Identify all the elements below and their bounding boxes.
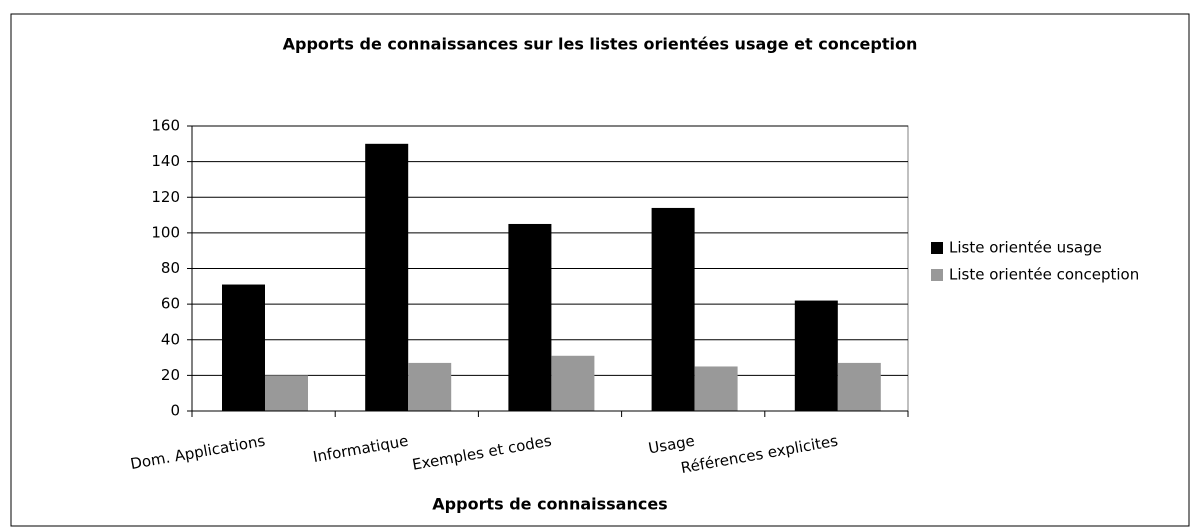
y-tick-label: 120: [151, 188, 180, 206]
legend-swatch: [931, 269, 943, 281]
bar: [651, 207, 695, 411]
y-tick-label: 160: [151, 117, 180, 135]
bar: [551, 355, 595, 411]
bar: [837, 362, 881, 411]
bar: [265, 375, 308, 411]
bar: [365, 143, 409, 411]
bar: [694, 366, 738, 411]
legend-swatch: [931, 242, 943, 254]
bar: [508, 223, 552, 411]
chart-title: Apports de connaissances sur les listes …: [283, 35, 918, 54]
y-tick-label: 0: [170, 402, 180, 420]
chart-frame: [10, 13, 1190, 527]
y-tick-label: 20: [161, 366, 180, 384]
y-tick-label: 40: [161, 330, 180, 348]
y-tick-label: 100: [151, 223, 180, 241]
y-tick-label: 60: [161, 295, 180, 313]
bar: [222, 284, 265, 411]
x-axis-label: Apports de connaissances: [432, 495, 667, 514]
legend-label: Liste orientée conception: [949, 266, 1139, 284]
bar: [408, 362, 452, 411]
legend-label: Liste orientée usage: [949, 239, 1102, 257]
y-tick-label: 140: [151, 152, 180, 170]
bar: [794, 300, 838, 411]
y-tick-label: 80: [161, 259, 180, 277]
